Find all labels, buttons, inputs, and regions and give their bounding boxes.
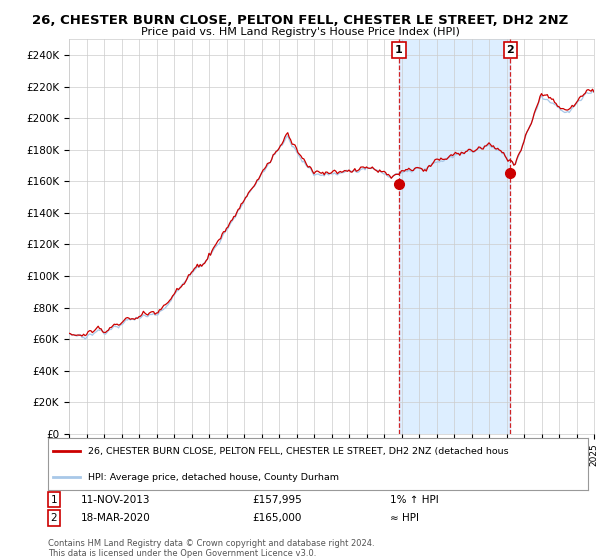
Text: Contains HM Land Registry data © Crown copyright and database right 2024.
This d: Contains HM Land Registry data © Crown c… xyxy=(48,539,374,558)
Text: £165,000: £165,000 xyxy=(252,513,301,523)
Bar xyxy=(399,39,510,434)
Text: 18-MAR-2020: 18-MAR-2020 xyxy=(81,513,151,523)
Text: 26, CHESTER BURN CLOSE, PELTON FELL, CHESTER LE STREET, DH2 2NZ (detached hous: 26, CHESTER BURN CLOSE, PELTON FELL, CHE… xyxy=(89,447,509,456)
Text: 1% ↑ HPI: 1% ↑ HPI xyxy=(390,494,439,505)
Text: 1: 1 xyxy=(395,45,403,55)
Text: 11-NOV-2013: 11-NOV-2013 xyxy=(81,494,151,505)
Text: Price paid vs. HM Land Registry's House Price Index (HPI): Price paid vs. HM Land Registry's House … xyxy=(140,27,460,37)
Text: £157,995: £157,995 xyxy=(252,494,302,505)
Text: 2: 2 xyxy=(506,45,514,55)
Text: HPI: Average price, detached house, County Durham: HPI: Average price, detached house, Coun… xyxy=(89,473,340,482)
Text: 1: 1 xyxy=(50,494,58,505)
Text: 26, CHESTER BURN CLOSE, PELTON FELL, CHESTER LE STREET, DH2 2NZ: 26, CHESTER BURN CLOSE, PELTON FELL, CHE… xyxy=(32,14,568,27)
Text: 2: 2 xyxy=(50,513,58,523)
Text: ≈ HPI: ≈ HPI xyxy=(390,513,419,523)
